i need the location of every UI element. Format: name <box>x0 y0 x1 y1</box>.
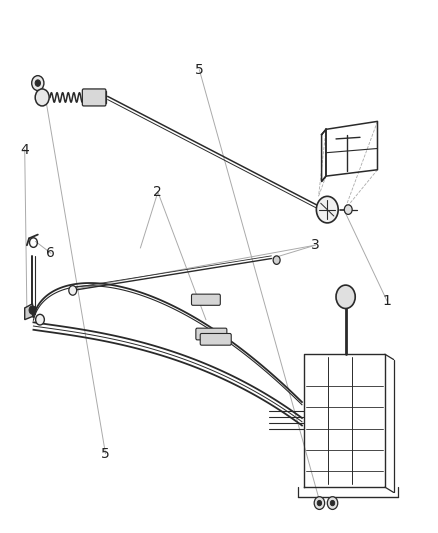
Circle shape <box>330 500 335 506</box>
Text: 5: 5 <box>101 447 110 461</box>
FancyBboxPatch shape <box>82 89 106 106</box>
Text: 5: 5 <box>195 63 204 77</box>
Circle shape <box>35 89 49 106</box>
Circle shape <box>69 286 77 295</box>
Circle shape <box>336 285 355 309</box>
Polygon shape <box>25 304 32 320</box>
Circle shape <box>316 196 338 223</box>
FancyBboxPatch shape <box>196 328 227 340</box>
Circle shape <box>327 497 338 510</box>
Circle shape <box>32 76 44 91</box>
Circle shape <box>29 306 36 314</box>
Text: 6: 6 <box>46 246 55 260</box>
Circle shape <box>317 500 321 506</box>
Circle shape <box>314 497 325 510</box>
Circle shape <box>35 80 40 86</box>
Text: 1: 1 <box>383 294 392 308</box>
FancyBboxPatch shape <box>191 294 220 305</box>
Circle shape <box>273 256 280 264</box>
Text: 3: 3 <box>311 238 319 252</box>
Text: 4: 4 <box>20 142 29 157</box>
Text: 2: 2 <box>153 185 162 199</box>
Circle shape <box>344 205 352 214</box>
FancyBboxPatch shape <box>200 334 231 345</box>
Circle shape <box>35 314 44 325</box>
